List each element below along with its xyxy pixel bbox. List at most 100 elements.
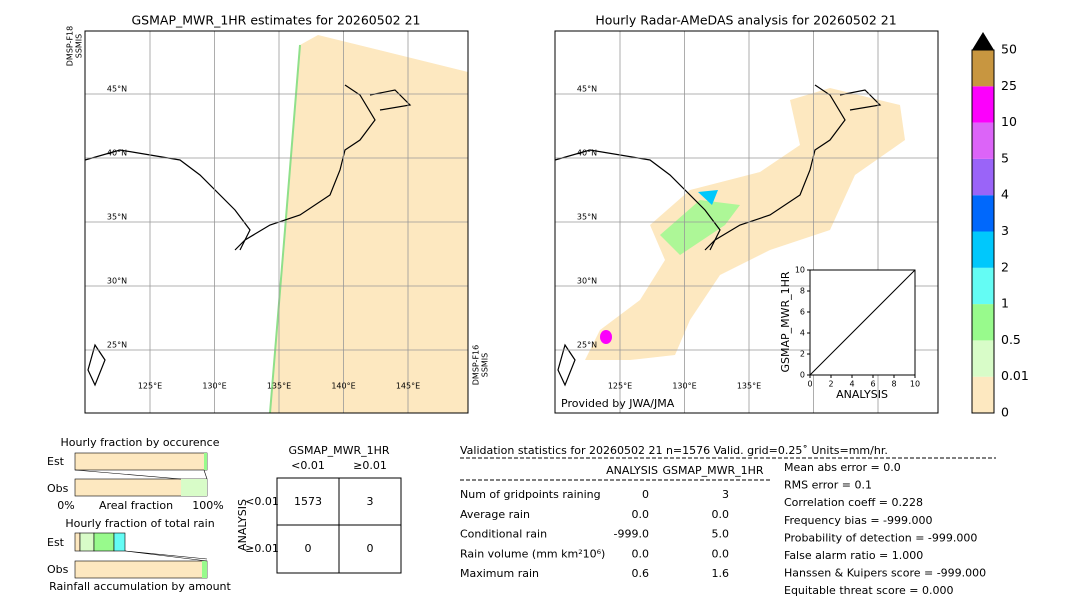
stat-label: Rain volume (mm km²10⁶)	[460, 547, 605, 560]
col-header: GSMAP_MWR_1HR	[662, 464, 763, 477]
colorbar-segment	[972, 86, 994, 123]
lat-label: 25°N	[577, 341, 597, 350]
colorbar-label: 3	[1001, 223, 1009, 238]
lat-label: 30°N	[107, 277, 127, 286]
diagonal	[809, 269, 916, 376]
lat-label: 45°N	[107, 85, 127, 94]
fraction-bar	[93, 532, 115, 552]
colorbar-segment	[972, 304, 994, 341]
sat-label: SSMIS	[481, 353, 490, 378]
coastline	[84, 84, 882, 387]
y-tick-label: 10	[795, 266, 805, 275]
colorbar-segment	[972, 50, 994, 87]
stat-value: 5.0	[712, 528, 730, 541]
cell: 0	[367, 542, 374, 555]
colorbar-label: 50	[1001, 42, 1017, 57]
lon-label: 125°E	[608, 382, 632, 391]
score: RMS error = 0.1	[784, 479, 872, 492]
map-border	[84, 30, 469, 414]
col-header: ≥0.01	[353, 459, 387, 472]
score: Mean abs error = 0.0	[784, 461, 901, 474]
lat-label: 30°N	[577, 277, 597, 286]
lat-label: 25°N	[107, 341, 127, 350]
stat-label: Maximum rain	[460, 567, 539, 580]
colorbar-label: 1	[1001, 296, 1009, 311]
y-tick-label: 2	[800, 350, 805, 359]
credit: Provided by JWA/JMA	[561, 397, 675, 410]
map-border	[554, 30, 939, 414]
row-label: Obs	[47, 563, 69, 576]
stat-label: Average rain	[460, 508, 530, 521]
colorbar-frame	[971, 49, 995, 414]
fraction-bar	[74, 560, 208, 579]
lon-label: 145°E	[396, 382, 420, 391]
stat-value: 0.0	[632, 508, 650, 521]
rain-area	[660, 200, 740, 255]
panel-footer: Rainfall accumulation by amount	[49, 580, 231, 593]
y-axis-label: GSMAP_MWR_1HR	[779, 271, 792, 372]
lat-label: 40°N	[577, 149, 597, 158]
axis-label: 100%	[192, 499, 223, 512]
col-header: <0.01	[291, 459, 325, 472]
score: Correlation coeff = 0.228	[784, 496, 923, 509]
lat-label: 45°N	[577, 85, 597, 94]
lon-label: 125°E	[138, 382, 162, 391]
x-tick-label: 6	[870, 380, 875, 389]
rain-area	[270, 35, 468, 413]
score: Frequency bias = -999.000	[784, 514, 933, 527]
stat-value: -999.0	[614, 528, 649, 541]
sat-label: DMSP-F18	[66, 26, 75, 66]
score: Equitable threat score = 0.000	[784, 584, 953, 597]
cell: 1573	[294, 495, 322, 508]
row-label: Est	[47, 536, 65, 549]
lat-label: 35°N	[577, 213, 597, 222]
score: Hanssen & Kuipers score = -999.000	[784, 567, 986, 580]
row-header: <0.01	[245, 495, 279, 508]
map-title: GSMAP_MWR_1HR estimates for 20260502 21	[132, 13, 421, 28]
colorbar-label: 10	[1001, 114, 1017, 129]
connector	[124, 550, 208, 562]
lat-label: 40°N	[107, 149, 127, 158]
fraction-bar	[113, 532, 126, 552]
panel-title: Hourly fraction by occurence	[61, 436, 220, 449]
colorbar-label: 2	[1001, 259, 1009, 274]
lat-label: 35°N	[107, 213, 127, 222]
row-axis: ANALYSIS	[236, 499, 249, 551]
x-tick-label: 4	[849, 380, 854, 389]
stats-header: Validation statistics for 20260502 21 n=…	[460, 444, 888, 457]
x-tick-label: 8	[891, 380, 896, 389]
table-grid	[277, 478, 401, 573]
rain-area	[600, 330, 612, 344]
fraction-bar	[74, 532, 81, 552]
y-tick-label: 4	[800, 329, 805, 338]
sat-label: SSMIS	[75, 34, 84, 59]
colorbar-segment	[972, 158, 994, 196]
colorbar-extend	[972, 32, 994, 50]
map-title: Hourly Radar-AMeDAS analysis for 2026050…	[595, 13, 896, 28]
colorbar-label: 25	[1001, 78, 1017, 93]
colorbar-label: 4	[1001, 187, 1009, 202]
score: False alarm ratio = 1.000	[784, 549, 923, 562]
x-axis-label: ANALYSIS	[836, 388, 888, 401]
cell: 0	[305, 542, 312, 555]
connector	[74, 469, 208, 480]
fraction-bar	[74, 452, 208, 471]
lon-label: 140°E	[331, 382, 355, 391]
stat-value: 3	[722, 488, 729, 501]
lon-label: 135°E	[737, 382, 761, 391]
table-title: GSMAP_MWR_1HR	[288, 444, 389, 457]
y-tick-label: 8	[800, 287, 805, 296]
x-tick-label: 2	[828, 380, 833, 389]
colorbar-segment	[972, 267, 994, 305]
panel-title: Hourly fraction of total rain	[65, 517, 214, 530]
rain-area	[585, 88, 905, 360]
cell: 3	[367, 495, 374, 508]
lon-label: 130°E	[202, 382, 226, 391]
row-label: Est	[47, 455, 65, 468]
fraction-bar	[202, 561, 207, 578]
fraction-bar	[79, 532, 95, 552]
x-tick-label: 10	[910, 380, 920, 389]
rain-area	[698, 190, 718, 205]
colorbar-segment	[972, 122, 994, 159]
